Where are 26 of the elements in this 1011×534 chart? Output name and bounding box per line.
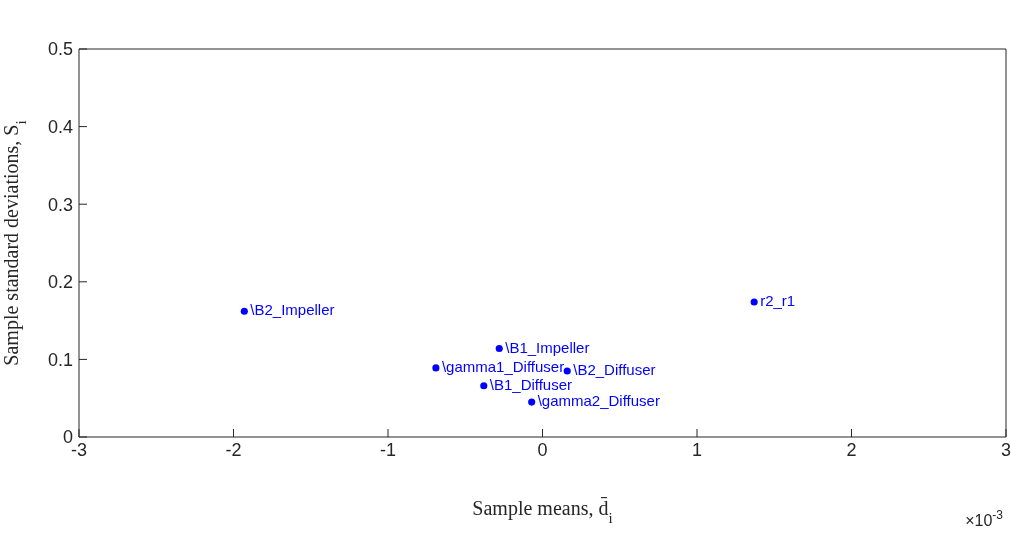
x-tick-label: 1: [691, 439, 703, 460]
data-label: \gamma1_Diffuser: [441, 357, 565, 375]
y-tick-label: 0.1: [47, 349, 73, 370]
y-tick-label: 0.2: [47, 272, 73, 293]
point: [480, 382, 488, 390]
y-tick-label: 0.5: [47, 39, 73, 60]
data-label: \B1_Diffuser: [489, 375, 573, 393]
x-axis-title: Sample means, d̄$_{i}$: [472, 497, 613, 526]
point: [495, 344, 503, 353]
point: [750, 298, 758, 306]
data-label: \B1_Impeller: [505, 338, 590, 356]
data-label: \gamma2_Diffuser: [537, 392, 660, 410]
x-tick-label: -2: [225, 439, 242, 460]
data-label: \B2_Impeller: [250, 301, 335, 319]
point: [528, 398, 536, 406]
text: ×10$^{-3}$: [965, 508, 1004, 529]
y-tick-label: 0.4: [47, 116, 73, 137]
x-tick-label: 2: [846, 439, 857, 460]
data-label: \B2_Diffuser: [573, 361, 656, 379]
y-tick-label: 0.3: [47, 194, 73, 215]
data-label: r2_r1: [760, 291, 796, 309]
x-tick-label: 0: [537, 439, 548, 460]
x-tick-label: -1: [379, 439, 397, 460]
point: [240, 307, 248, 315]
point: [432, 364, 440, 372]
x-tick-label: 3: [1000, 439, 1011, 460]
